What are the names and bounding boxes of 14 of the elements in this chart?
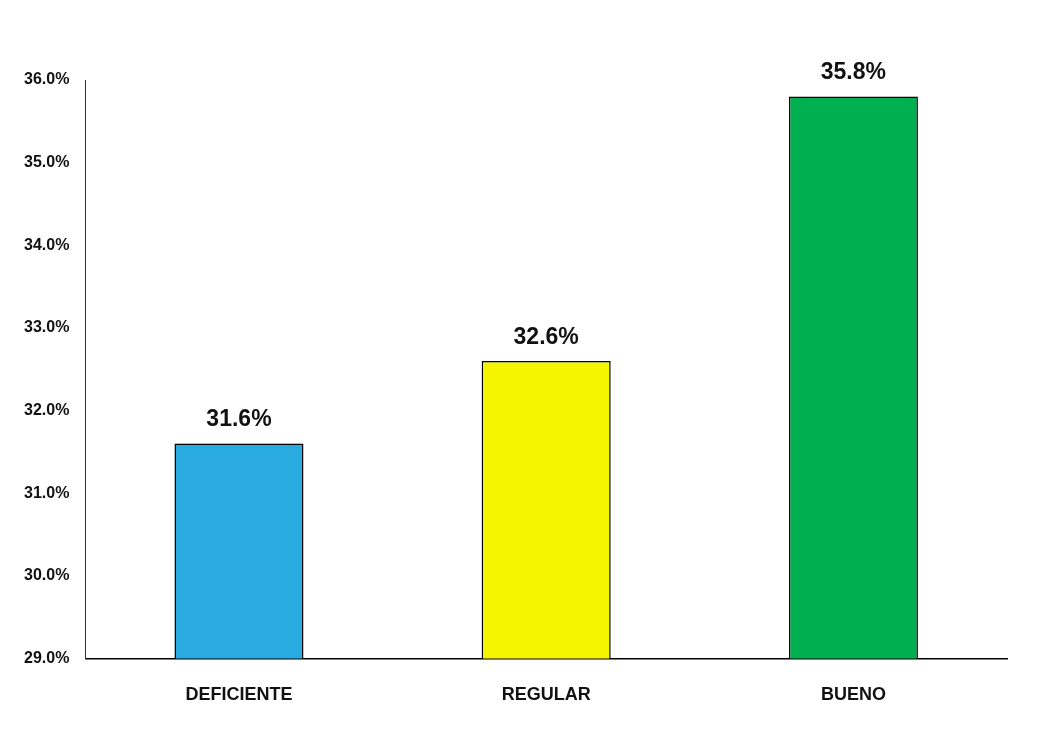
y-tick-label: 32.0% xyxy=(23,400,70,418)
x-tick-label: BUENO xyxy=(820,684,886,705)
data-label: 31.6% xyxy=(206,405,272,432)
y-tick-label: 31.0% xyxy=(23,483,70,501)
y-tick-label: 30.0% xyxy=(23,566,70,584)
data-label: 35.8% xyxy=(820,58,886,85)
y-tick-label: 29.0% xyxy=(23,648,70,666)
y-tick-label: 35.0% xyxy=(23,153,70,171)
y-tick-label: 36.0% xyxy=(23,70,70,88)
y-tick-label: 34.0% xyxy=(23,235,70,253)
x-tick-label: REGULAR xyxy=(501,684,591,705)
data-label: 32.6% xyxy=(513,322,579,349)
y-tick-label: 33.0% xyxy=(23,318,70,336)
x-tick-label: DEFICIENTE xyxy=(185,684,293,705)
